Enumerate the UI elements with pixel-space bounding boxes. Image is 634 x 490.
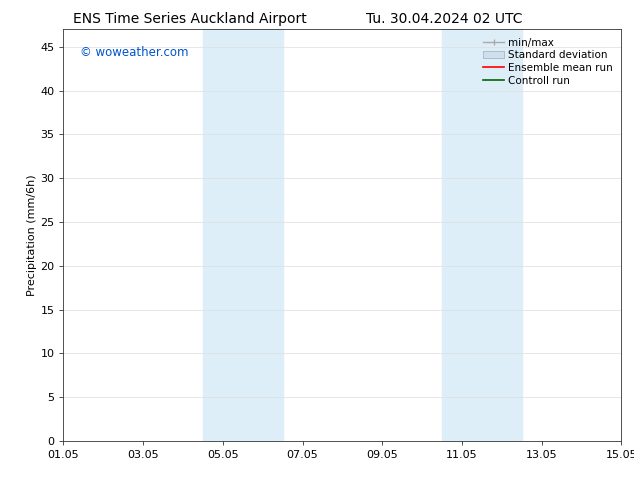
Y-axis label: Precipitation (mm/6h): Precipitation (mm/6h) [27, 174, 37, 296]
Text: © woweather.com: © woweather.com [80, 46, 189, 59]
Text: ENS Time Series Auckland Airport: ENS Time Series Auckland Airport [74, 12, 307, 26]
Bar [203, 29, 283, 441]
Text: Tu. 30.04.2024 02 UTC: Tu. 30.04.2024 02 UTC [366, 12, 522, 26]
Bar [442, 29, 522, 441]
Legend: min/max, Standard deviation, Ensemble mean run, Controll run: min/max, Standard deviation, Ensemble me… [480, 35, 616, 89]
